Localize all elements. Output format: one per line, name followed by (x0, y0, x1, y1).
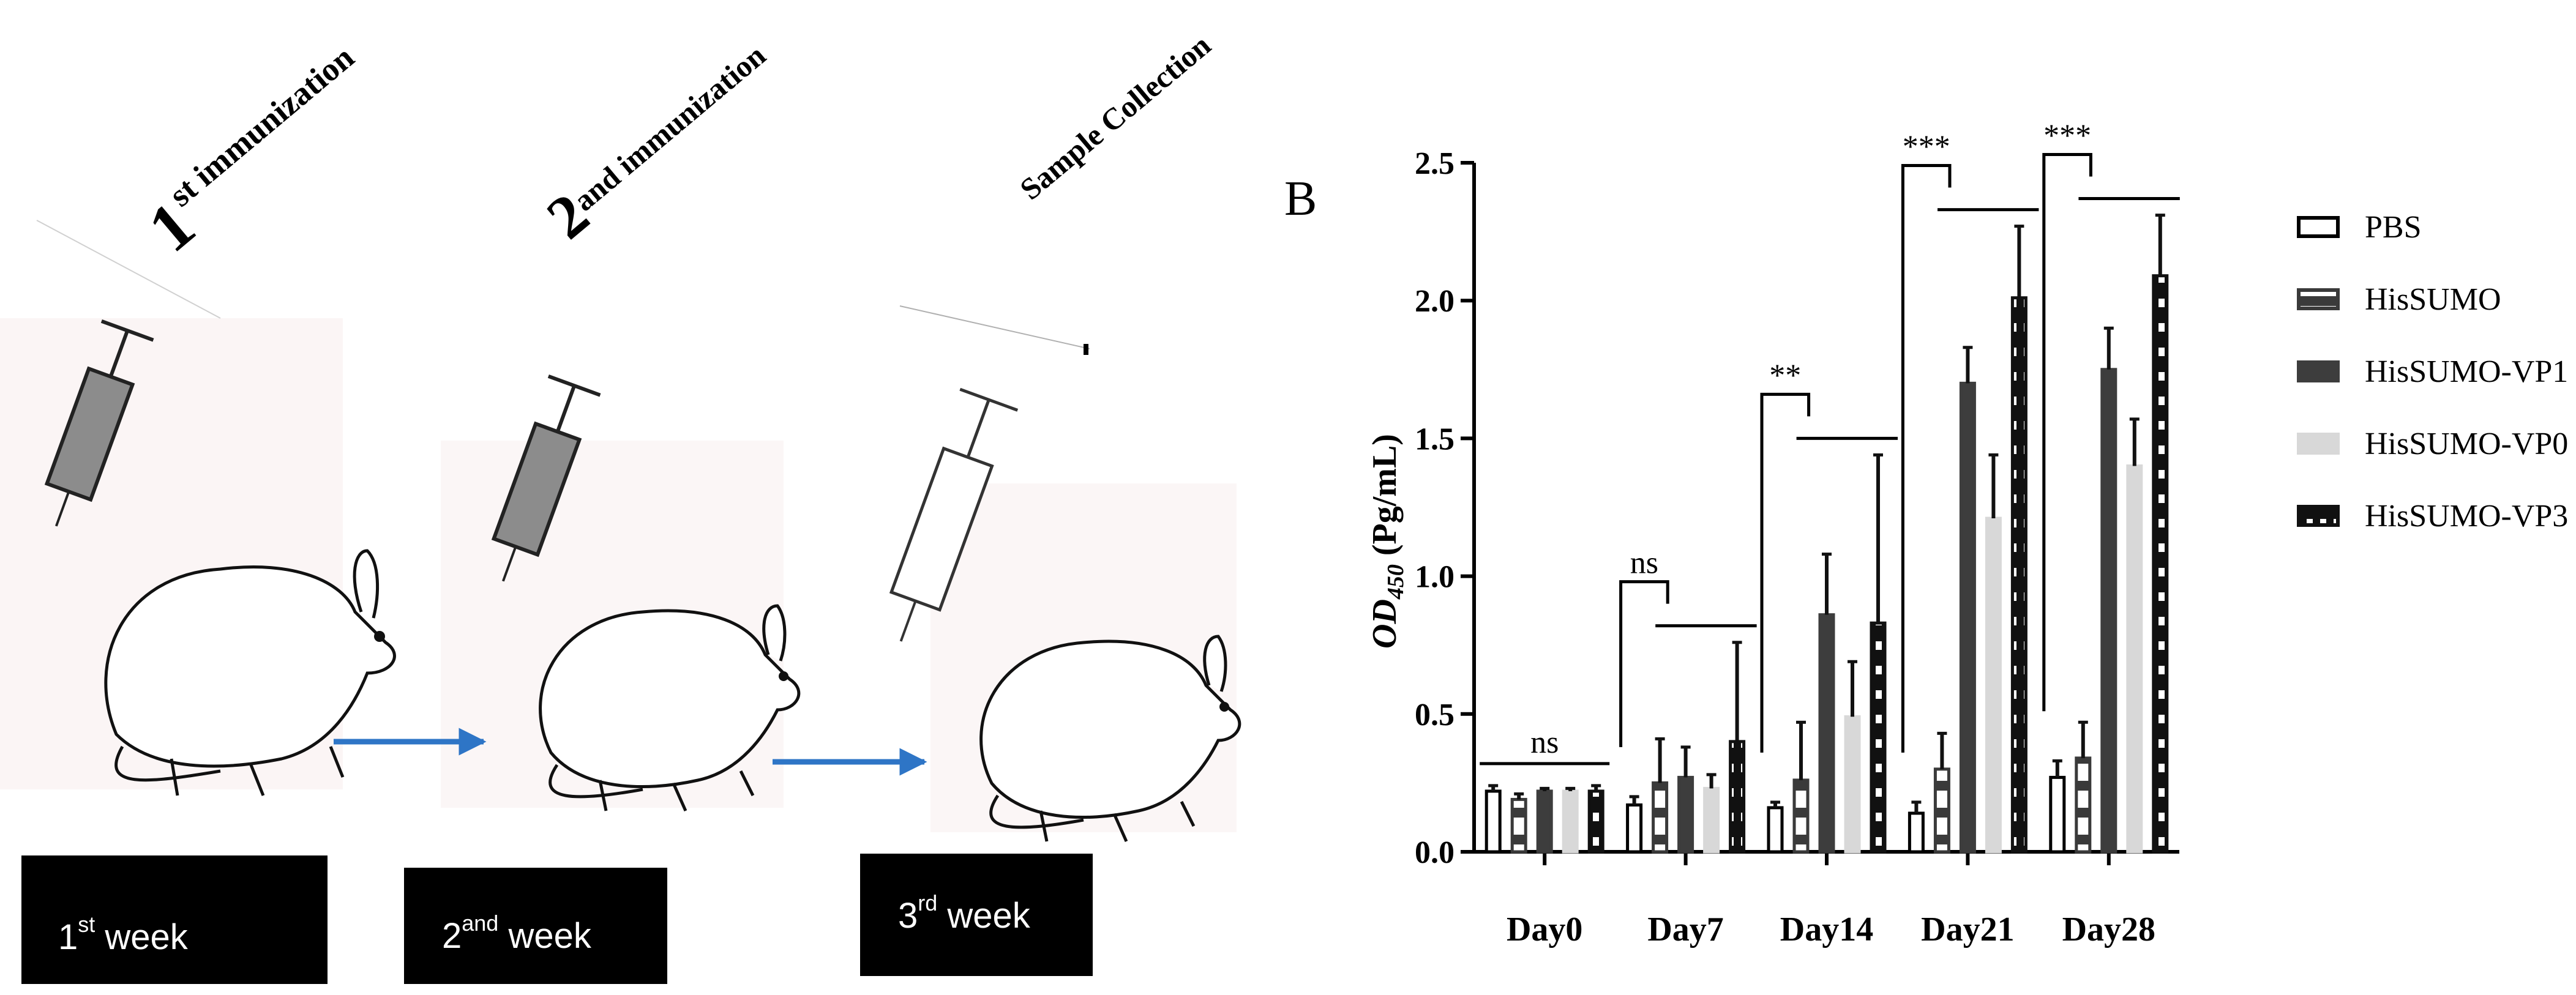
legend-swatch (2297, 360, 2340, 382)
bar (1985, 516, 2002, 854)
syringe-icon (889, 387, 1019, 642)
legend-swatch (2297, 216, 2340, 238)
bar (1677, 775, 1694, 854)
week-box-3: 3rd week (860, 854, 1093, 976)
panel-b-label: B (1284, 172, 1317, 226)
legend-label: HisSUMO-VP1 (2365, 354, 2568, 389)
week-1-number: 1 (58, 917, 78, 957)
bar (2100, 368, 2117, 854)
bar (1652, 781, 1669, 854)
week-1-suffix: st (78, 912, 95, 937)
bar (1792, 778, 1810, 854)
significance-bracket (1619, 580, 1669, 747)
bar (1562, 789, 1579, 854)
x-tick-label: Day0 (1507, 911, 1582, 948)
significance-bracket (1901, 164, 1952, 753)
syringe-icon (491, 375, 601, 582)
bar (2152, 274, 2169, 854)
bar (1870, 621, 1887, 854)
guide-mark (1084, 344, 1088, 355)
bar (1626, 803, 1643, 854)
week-2-label: week (508, 916, 591, 956)
x-tick-label: Day14 (1780, 911, 1873, 948)
week-3-suffix: rd (918, 890, 938, 915)
significance-label: ** (1769, 358, 1801, 393)
legend-label: HisSUMO-VP3 (2365, 499, 2568, 534)
bar (1818, 613, 1835, 854)
y-tick-label: 0.5 (1415, 698, 1455, 732)
week-box-1: 1st week (21, 855, 328, 984)
bar (2126, 464, 2143, 854)
bar (1510, 797, 1527, 854)
week-1-label: week (105, 917, 188, 957)
bar (1959, 381, 1976, 854)
legend-label: PBS (2365, 210, 2422, 245)
week-2-number: 2 (442, 916, 462, 956)
bar (2075, 756, 2092, 854)
week-3-label: week (947, 896, 1030, 936)
week-box-2: 2and week (404, 868, 667, 984)
y-tick-label: 1.5 (1415, 422, 1455, 457)
legend-swatch (2297, 505, 2340, 527)
bar (1729, 740, 1746, 854)
y-tick-label: 2.0 (1415, 284, 1455, 319)
x-tick-label: Day28 (2062, 911, 2155, 948)
bar (1587, 789, 1604, 854)
bar (1844, 715, 1861, 854)
x-tick-label: Day21 (1921, 911, 2014, 948)
x-tick-label: Day7 (1647, 911, 1723, 948)
y-tick-label: 0.0 (1415, 835, 1455, 870)
y-tick-label: 1.0 (1415, 560, 1455, 595)
syringe-icon (44, 319, 154, 527)
bar (2049, 775, 2066, 854)
rat-illustration (539, 604, 801, 812)
y-tick-label: 2.5 (1415, 146, 1455, 181)
rat-illustration (104, 549, 396, 796)
bar (1703, 786, 1720, 854)
significance-label: *** (1903, 130, 1950, 165)
week-2-suffix: and (462, 911, 499, 936)
significance-bracket (1760, 392, 1811, 753)
bar (1933, 767, 1950, 854)
week-3-number: 3 (898, 896, 918, 936)
legend-label: HisSUMO-VP0 (2365, 427, 2568, 461)
bar (1908, 811, 1925, 854)
significance-bracket (2042, 152, 2092, 712)
guide-line-3 (899, 305, 1090, 349)
significance-label: ns (1530, 725, 1559, 760)
legend-swatch (2297, 433, 2340, 455)
bar (1485, 789, 1502, 854)
rat-illustration (979, 635, 1241, 843)
bar (1536, 789, 1553, 854)
legend-swatch (2297, 288, 2340, 310)
bar (1767, 806, 1784, 854)
legend-label: HisSUMO (2365, 282, 2501, 317)
bar (2010, 296, 2027, 854)
guide-line-1 (36, 220, 221, 319)
significance-label: *** (2043, 118, 2091, 153)
significance-label: ns (1630, 546, 1658, 581)
